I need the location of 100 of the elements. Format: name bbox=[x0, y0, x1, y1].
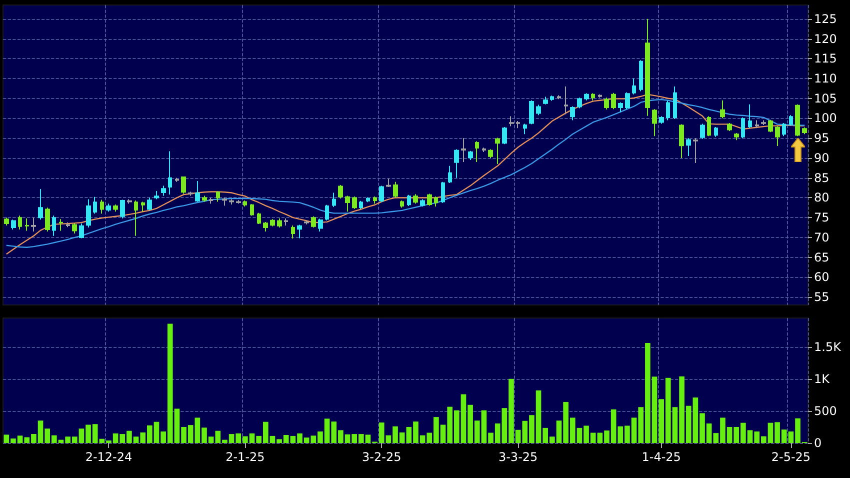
candlestick bbox=[659, 116, 664, 124]
y-tick-label: 0 bbox=[814, 436, 822, 450]
candlestick bbox=[413, 194, 418, 204]
candlestick bbox=[673, 86, 677, 120]
candlestick bbox=[52, 215, 56, 236]
candlestick bbox=[755, 120, 759, 129]
candlestick bbox=[229, 198, 234, 205]
y-tick-label: 120 bbox=[814, 32, 837, 46]
candlestick bbox=[345, 195, 350, 212]
candlestick bbox=[181, 176, 186, 194]
candlestick bbox=[120, 199, 125, 219]
candlestick bbox=[543, 96, 548, 105]
candlestick bbox=[270, 218, 275, 227]
candlestick bbox=[789, 114, 793, 126]
candlestick bbox=[679, 124, 684, 158]
candlestick bbox=[434, 196, 438, 207]
y-tick-label: 80 bbox=[814, 190, 830, 205]
candlestick bbox=[147, 197, 152, 211]
candlestick bbox=[4, 217, 9, 226]
candlestick bbox=[100, 199, 104, 214]
candlestick bbox=[93, 196, 97, 214]
y-tick-label: 95 bbox=[814, 131, 830, 146]
candlestick bbox=[106, 203, 111, 212]
candlestick bbox=[475, 140, 479, 162]
candlestick bbox=[802, 126, 807, 135]
candlestick bbox=[734, 132, 739, 141]
candlestick bbox=[666, 100, 670, 121]
candlestick bbox=[338, 184, 343, 200]
candlestick bbox=[502, 126, 507, 145]
y-tick-label: 110 bbox=[814, 72, 837, 86]
candlestick bbox=[795, 104, 800, 137]
x-tick-label: 2-5-25 bbox=[771, 450, 811, 464]
candlestick bbox=[482, 147, 486, 153]
x-tick-label: 2-12-24 bbox=[85, 450, 132, 464]
candlestick bbox=[741, 116, 745, 139]
y-tick-label: 55 bbox=[814, 290, 830, 304]
candlestick bbox=[25, 218, 29, 232]
candlestick bbox=[11, 219, 16, 230]
candlestick bbox=[427, 193, 432, 206]
y-tick-label: 115 bbox=[814, 52, 837, 66]
candlestick bbox=[393, 181, 398, 198]
candlestick bbox=[168, 150, 172, 196]
candlestick bbox=[454, 148, 459, 178]
candlestick bbox=[611, 92, 616, 110]
candlestick bbox=[18, 215, 22, 230]
candlestick bbox=[86, 198, 91, 228]
candlestick bbox=[379, 185, 384, 203]
candlestick bbox=[625, 92, 630, 110]
candlestick bbox=[720, 100, 725, 119]
candlestick bbox=[209, 197, 213, 204]
y-tick-label: 60 bbox=[814, 270, 830, 284]
candlestick bbox=[325, 204, 329, 221]
candlestick bbox=[420, 198, 425, 207]
y-tick-label: 65 bbox=[814, 250, 830, 264]
candlestick bbox=[250, 204, 254, 216]
y-tick-label: 90 bbox=[814, 150, 830, 165]
candlestick bbox=[311, 216, 316, 228]
candlestick bbox=[352, 196, 357, 210]
y-tick-label: 1K bbox=[814, 372, 831, 386]
candlestick bbox=[38, 188, 43, 220]
candlestick bbox=[277, 218, 282, 228]
candlestick bbox=[598, 94, 602, 98]
candlestick bbox=[359, 200, 363, 210]
candlestick bbox=[72, 223, 77, 234]
y-tick-label: 1.5K bbox=[814, 340, 842, 354]
candlestick bbox=[407, 194, 411, 207]
candlestick bbox=[332, 192, 336, 208]
y-tick-label: 75 bbox=[814, 210, 830, 225]
candlestick bbox=[645, 18, 650, 116]
candlestick bbox=[700, 123, 705, 140]
candlestick bbox=[529, 100, 534, 125]
candlestick bbox=[222, 197, 227, 206]
candlestick bbox=[639, 60, 643, 92]
candlestick bbox=[263, 221, 268, 232]
candlestick bbox=[161, 185, 166, 196]
candlestick bbox=[495, 137, 500, 164]
candlestick bbox=[570, 106, 575, 121]
candlestick bbox=[557, 94, 561, 100]
candlestick bbox=[127, 198, 132, 204]
candlestick bbox=[775, 126, 780, 147]
candlestick bbox=[461, 138, 466, 162]
candlestick bbox=[632, 78, 636, 95]
candlestick bbox=[318, 218, 323, 232]
candlestick bbox=[236, 200, 241, 204]
candlestick bbox=[141, 201, 145, 212]
candlestick bbox=[768, 119, 773, 133]
candlestick bbox=[257, 212, 261, 224]
candlestick bbox=[488, 148, 493, 158]
candlestick bbox=[202, 195, 207, 202]
candlestick bbox=[707, 116, 711, 137]
candlestick bbox=[693, 138, 698, 164]
candlestick bbox=[604, 97, 609, 110]
x-tick-label: 1-4-25 bbox=[642, 450, 681, 464]
y-tick-label: 500 bbox=[814, 404, 837, 418]
candlestick bbox=[291, 225, 295, 239]
y-tick-label: 100 bbox=[814, 111, 837, 126]
candlestick bbox=[564, 86, 568, 115]
candlestick bbox=[195, 180, 200, 202]
x-tick-label: 2-1-25 bbox=[226, 450, 265, 464]
candlestick bbox=[761, 120, 766, 126]
